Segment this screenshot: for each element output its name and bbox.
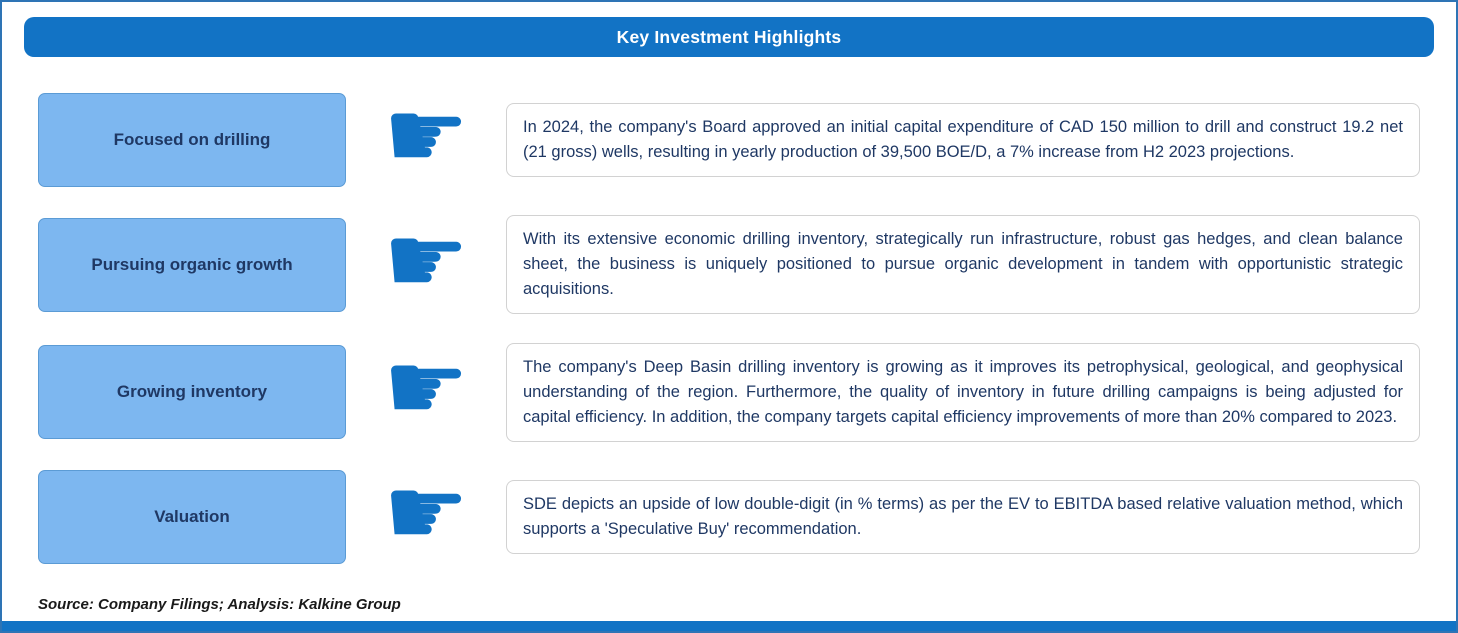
pointing-hand-icon: ☛	[382, 79, 470, 192]
label-text: Focused on drilling	[113, 130, 271, 150]
highlight-row-pursuing-organic-growth: Pursuing organic growth ☛ With its exten…	[38, 203, 1420, 316]
highlight-row-growing-inventory: Growing inventory ☛ The company's Deep B…	[38, 339, 1420, 442]
label-box: Pursuing organic growth	[38, 217, 346, 312]
pointing-hand-icon: ☛	[382, 331, 470, 444]
label-box: Focused on drilling	[38, 93, 346, 188]
label-text: Pursuing organic growth	[91, 254, 293, 274]
label-box: Growing inventory	[38, 345, 346, 440]
page-title: Key Investment Highlights	[616, 26, 842, 47]
label-text: Valuation	[154, 506, 230, 526]
label-text: Growing inventory	[116, 382, 268, 402]
header-bar: Key Investment Highlights	[24, 17, 1434, 57]
source-note: Source: Company Filings; Analysis: Kalki…	[38, 596, 401, 613]
pointing-hand-icon: ☛	[382, 455, 470, 568]
label-box: Valuation	[38, 469, 346, 564]
bottom-accent-bar	[2, 621, 1456, 631]
highlight-text: SDE depicts an upside of low double-digi…	[506, 479, 1420, 554]
highlight-text: The company's Deep Basin drilling invent…	[506, 342, 1420, 442]
highlight-rows: Focused on drilling ☛ In 2024, the compa…	[2, 63, 1456, 592]
highlight-row-focused-on-drilling: Focused on drilling ☛ In 2024, the compa…	[38, 87, 1420, 188]
pointing-hand-icon: ☛	[382, 203, 470, 316]
highlight-text: In 2024, the company's Board approved an…	[506, 103, 1420, 178]
highlight-row-valuation: Valuation ☛ SDE depicts an upside of low…	[38, 464, 1420, 564]
highlight-text: With its extensive economic drilling inv…	[506, 215, 1420, 315]
